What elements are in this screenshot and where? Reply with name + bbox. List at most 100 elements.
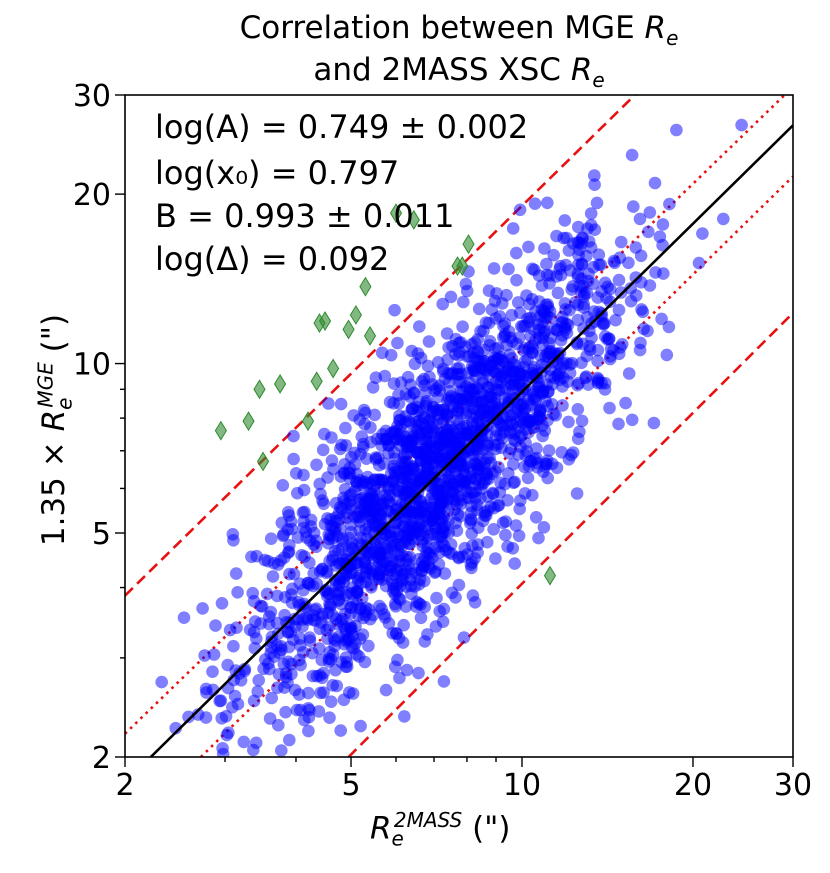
data-point	[258, 553, 272, 567]
outlier-point	[349, 304, 362, 325]
y-tick-label: 2	[92, 741, 111, 776]
data-point	[521, 471, 535, 485]
data-point	[357, 403, 371, 417]
plot-frame	[124, 94, 794, 758]
data-point	[427, 527, 440, 541]
data-point	[380, 492, 394, 505]
data-point	[562, 415, 575, 429]
data-point	[323, 587, 336, 601]
outlier-points	[214, 203, 557, 586]
data-point	[330, 679, 344, 693]
fit-annotation: log(Δ) = 0.092	[155, 240, 389, 278]
data-point	[509, 371, 522, 385]
data-point	[489, 442, 502, 456]
dashed-band-upper	[125, 95, 636, 597]
data-point	[191, 708, 205, 721]
data-point	[377, 608, 391, 621]
data-point	[489, 429, 503, 443]
data-point	[235, 789, 248, 802]
data-point	[494, 476, 507, 490]
data-point	[487, 403, 500, 416]
data-point	[481, 368, 494, 381]
data-point	[356, 628, 370, 641]
data-point	[332, 593, 346, 606]
data-point	[399, 387, 413, 401]
data-point	[368, 408, 382, 422]
data-point	[376, 556, 389, 570]
data-point	[500, 288, 513, 302]
data-point	[418, 635, 432, 648]
data-point	[334, 724, 348, 737]
data-point	[431, 413, 444, 427]
data-point	[512, 529, 526, 543]
data-point	[237, 735, 251, 749]
data-point	[555, 446, 569, 459]
data-point	[541, 347, 554, 360]
data-point	[313, 642, 326, 655]
data-point	[251, 685, 264, 698]
data-point	[543, 337, 556, 350]
data-point	[433, 477, 446, 491]
data-point	[340, 656, 354, 669]
data-point	[434, 512, 448, 526]
data-point	[437, 675, 451, 688]
data-point	[207, 648, 221, 661]
data-point	[343, 686, 356, 699]
data-point	[514, 494, 527, 507]
data-point	[433, 540, 446, 553]
data-point	[313, 565, 327, 578]
data-point	[249, 632, 263, 645]
data-point	[541, 196, 554, 210]
data-point	[379, 528, 392, 541]
data-point	[351, 556, 364, 569]
data-point	[422, 436, 435, 449]
data-point	[249, 736, 263, 750]
data-point	[580, 249, 593, 263]
data-point	[375, 432, 388, 446]
data-point	[532, 531, 545, 545]
data-point	[515, 398, 528, 411]
data-point	[420, 426, 434, 440]
data-point	[643, 206, 657, 219]
data-point	[363, 503, 376, 517]
data-point	[619, 396, 632, 410]
data-point	[293, 639, 307, 652]
data-point	[536, 429, 549, 443]
data-point	[329, 511, 343, 524]
data-point	[275, 744, 288, 757]
data-point	[662, 320, 676, 334]
data-point	[391, 336, 404, 350]
data-point	[176, 758, 189, 771]
data-point	[575, 414, 589, 428]
outlier-point	[310, 371, 323, 392]
data-point	[281, 505, 295, 519]
data-point	[213, 694, 226, 708]
data-point	[275, 643, 288, 657]
data-point	[342, 632, 356, 646]
data-point	[274, 775, 287, 788]
data-point	[571, 258, 585, 272]
data-point	[301, 576, 315, 590]
data-point	[468, 552, 482, 565]
data-point	[355, 591, 369, 605]
data-point	[279, 670, 293, 684]
data-point	[416, 539, 430, 553]
data-point	[510, 273, 523, 287]
fit-annotation: log(A) = 0.749 ± 0.002	[155, 108, 528, 146]
data-point	[387, 377, 401, 390]
data-point	[344, 622, 357, 635]
data-point	[209, 619, 222, 632]
data-point	[735, 118, 748, 132]
data-point	[622, 367, 636, 380]
data-point	[547, 248, 560, 262]
data-point	[391, 653, 404, 667]
data-point	[310, 458, 323, 472]
data-point	[436, 362, 450, 376]
data-point	[541, 309, 554, 323]
data-point	[452, 550, 465, 564]
outlier-point	[256, 451, 270, 472]
data-point	[465, 527, 479, 540]
data-point	[325, 454, 339, 467]
x-tick-label: 30	[774, 768, 812, 803]
data-point	[498, 317, 512, 331]
